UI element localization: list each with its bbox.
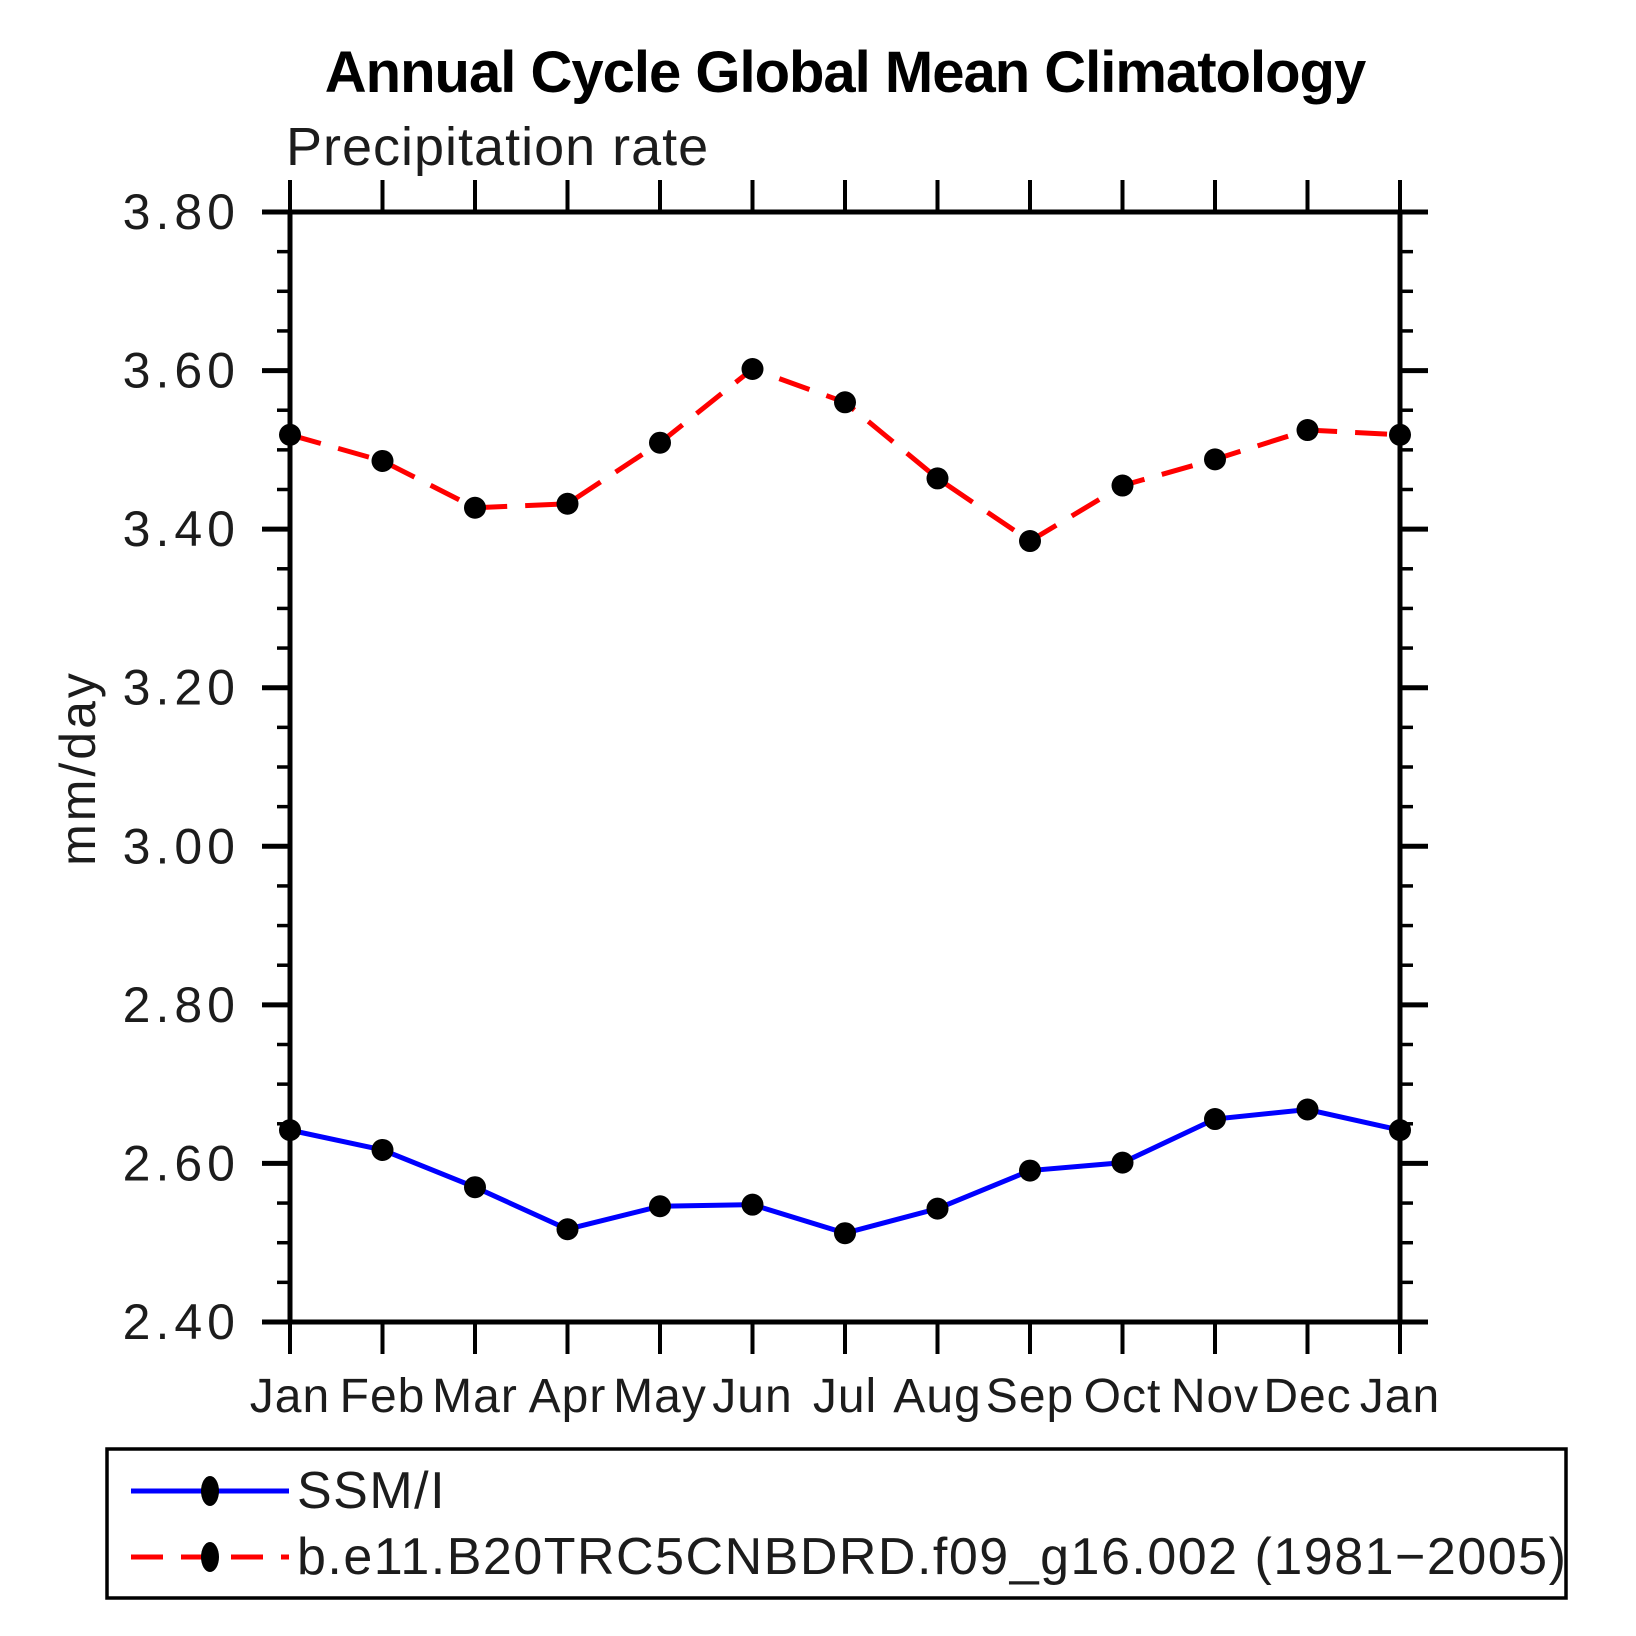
data-point-marker (371, 1138, 394, 1161)
series-line-0 (289, 1106, 1401, 1236)
data-point-marker (1019, 530, 1041, 553)
legend-label: SSM/I (297, 1462, 446, 1520)
y-tick-label: 3.60 (123, 343, 240, 399)
x-tick-label: Jun (712, 1370, 792, 1423)
data-point-marker (1111, 1151, 1134, 1174)
data-point-marker (464, 1176, 486, 1199)
x-tick-label: Nov (1171, 1370, 1259, 1423)
data-point-marker (464, 496, 486, 519)
x-tick-label: Feb (340, 1370, 426, 1423)
x-tick-label: Jan (250, 1370, 330, 1423)
data-point-marker (279, 423, 301, 446)
chart-subtitle: Precipitation rate (286, 117, 709, 177)
y-tick-label: 2.40 (123, 1294, 240, 1350)
data-point-marker (926, 1197, 949, 1220)
x-tick-label: Apr (529, 1370, 607, 1423)
data-point-marker (741, 357, 764, 380)
legend-marker (201, 1476, 219, 1506)
y-tick-label: 3.20 (123, 660, 240, 716)
x-tick-label: Dec (1263, 1370, 1351, 1423)
legend-box (105, 1447, 1568, 1600)
data-point-marker (1204, 448, 1226, 471)
data-point-marker (1389, 1119, 1411, 1142)
data-point-marker (1296, 419, 1319, 442)
data-point-marker (1296, 1098, 1319, 1121)
data-point-marker (649, 431, 671, 454)
x-tick-label: May (613, 1370, 707, 1423)
legend-marker (201, 1542, 219, 1572)
data-point-marker (1019, 1159, 1041, 1182)
x-tick-label: Sep (986, 1370, 1074, 1423)
y-tick-label: 3.00 (123, 818, 240, 874)
data-point-marker (649, 1195, 671, 1218)
y-tick-label: 2.60 (123, 1135, 240, 1191)
data-point-marker (741, 1193, 764, 1216)
y-tick-label: 2.80 (123, 977, 240, 1033)
y-tick-label: 3.80 (123, 184, 240, 240)
y-axis-label: mm/day (50, 670, 106, 866)
data-point-marker (926, 467, 949, 490)
data-point-marker (834, 391, 856, 414)
x-tick-label: Mar (432, 1370, 518, 1423)
legend-layer: SSM/I b.e11.B20TRC5CNBDRD.f09_g16.002 (19… (105, 1447, 1568, 1600)
x-tick-label: Aug (893, 1370, 981, 1423)
x-tick-label: Jul (813, 1370, 877, 1423)
data-point-marker (1389, 423, 1411, 446)
x-tick-label: Oct (1084, 1370, 1162, 1423)
y-tick-label: 3.40 (123, 501, 240, 557)
data-point-marker (1111, 474, 1134, 497)
series-layer (279, 357, 1411, 1245)
x-tick-label: Jan (1360, 1370, 1440, 1423)
data-point-marker (834, 1222, 856, 1245)
data-point-marker (371, 449, 394, 472)
data-point-marker (556, 492, 579, 515)
legend-label: b.e11.B20TRC5CNBDRD.f09_g16.002 (1981−20… (297, 1528, 1567, 1586)
data-point-marker (556, 1218, 579, 1241)
data-point-marker (279, 1119, 301, 1142)
data-point-marker (1204, 1108, 1226, 1131)
plot-frame (287, 209, 1403, 1325)
chart-title: Annual Cycle Global Mean Climatology (325, 40, 1366, 105)
